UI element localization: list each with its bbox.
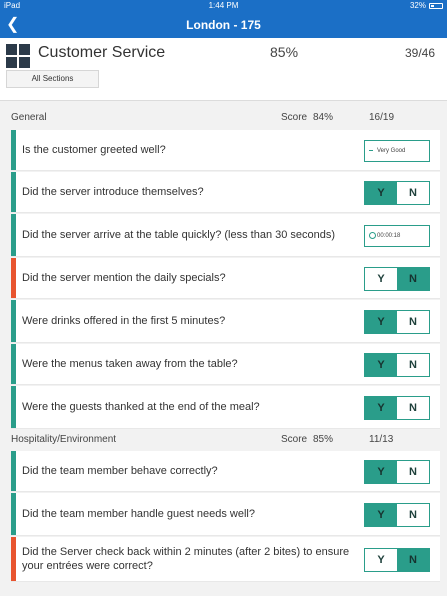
section-count: 16/19 <box>369 112 395 123</box>
question-row: Were the menus taken away from the table… <box>11 344 440 385</box>
question-row: Did the server mention the daily special… <box>11 258 440 299</box>
question-text: Is the customer greeted well? <box>22 144 166 156</box>
timer-field[interactable]: 00:00:18 <box>364 225 430 247</box>
yes-button[interactable]: Y <box>377 554 385 566</box>
all-sections-button[interactable]: All Sections <box>6 70 99 88</box>
section-score-label: Score <box>281 434 308 445</box>
question-row: Were the guests thanked at the end of th… <box>11 386 440 429</box>
question-row: Did the team member handle guest needs w… <box>11 493 440 536</box>
status-bar: iPad 1:44 PM 32% <box>0 0 447 12</box>
page-title: Customer Service <box>38 44 166 61</box>
no-button[interactable]: N <box>409 187 417 199</box>
question-text: Did the team member behave correctly? <box>22 465 218 477</box>
battery-icon <box>429 3 443 9</box>
overall-score: 85% <box>270 44 299 60</box>
question-row: Is the customer greeted well? Very Good <box>11 130 440 171</box>
status-indicator <box>11 451 16 491</box>
section-score: 85% <box>313 434 334 445</box>
rating-select[interactable]: Very Good <box>364 140 430 162</box>
status-right: 32% <box>410 0 443 12</box>
question-text: Did the Server check back within 2 minut… <box>22 546 350 572</box>
status-indicator <box>11 258 16 298</box>
yes-button[interactable]: Y <box>365 182 397 204</box>
nav-title: London - 175 <box>186 18 261 32</box>
question-text: Did the server introduce themselves? <box>22 186 204 198</box>
question-text: Were the guests thanked at the end of th… <box>22 401 260 413</box>
yes-button[interactable]: Y <box>365 504 397 526</box>
no-button[interactable]: N <box>409 316 417 328</box>
chevron-left-icon[interactable]: ❮ <box>6 16 20 33</box>
yes-button[interactable]: Y <box>365 397 397 419</box>
question-row: Did the server introduce themselves? Y N <box>11 172 440 213</box>
question-row: Did the team member behave correctly? Y N <box>11 451 440 492</box>
question-text: Did the team member handle guest needs w… <box>22 508 255 520</box>
question-row: Were drinks offered in the first 5 minut… <box>11 300 440 343</box>
rating-value: Very Good <box>377 148 406 154</box>
status-indicator <box>11 493 16 535</box>
no-button[interactable]: N <box>409 466 417 478</box>
question-row: Did the Server check back within 2 minut… <box>11 537 440 582</box>
yes-button[interactable]: Y <box>365 354 397 376</box>
yes-button[interactable]: Y <box>377 273 385 285</box>
status-indicator <box>11 130 16 170</box>
nav-bar: ❮ London - 175 <box>0 12 447 38</box>
device-label: iPad <box>4 1 21 10</box>
no-button[interactable]: N <box>409 509 417 521</box>
divider <box>0 100 447 101</box>
section-score-label: Score <box>281 112 308 123</box>
section-name: Hospitality/Environment <box>11 434 117 445</box>
question-text: Were the menus taken away from the table… <box>22 358 238 370</box>
yes-button[interactable]: Y <box>365 461 397 483</box>
timer-value: 00:00:18 <box>377 233 401 239</box>
overall-count: 39/46 <box>404 46 435 60</box>
section-count: 11/13 <box>369 434 394 445</box>
status-indicator <box>11 537 16 581</box>
yes-button[interactable]: Y <box>365 311 397 333</box>
question-text: Did the server mention the daily special… <box>22 272 226 284</box>
question-text: Did the server arrive at the table quick… <box>22 229 336 241</box>
section-header: General Score 84% 16/19 <box>0 108 447 128</box>
no-button[interactable]: N <box>409 402 417 414</box>
status-time: 1:44 PM <box>208 1 239 10</box>
question-row: Did the server arrive at the table quick… <box>11 214 440 257</box>
section-score: 84% <box>313 112 334 123</box>
section-name: General <box>11 112 47 123</box>
question-text: Were drinks offered in the first 5 minut… <box>22 315 226 327</box>
status-indicator <box>11 386 16 428</box>
clock-icon <box>369 232 376 239</box>
section-header: Hospitality/Environment Score 85% 11/13 <box>0 430 447 450</box>
grid-icon[interactable] <box>6 44 30 68</box>
status-indicator <box>11 172 16 212</box>
status-indicator <box>11 300 16 342</box>
battery-percent: 32% <box>409 1 426 10</box>
no-button[interactable]: N <box>397 549 429 571</box>
checklist-header: Customer Service 85% 39/46 All Sections <box>0 38 447 100</box>
no-button[interactable]: N <box>409 359 417 371</box>
no-button[interactable]: N <box>397 268 429 290</box>
status-indicator <box>11 344 16 384</box>
list-icon <box>369 150 373 151</box>
status-indicator <box>11 214 16 256</box>
